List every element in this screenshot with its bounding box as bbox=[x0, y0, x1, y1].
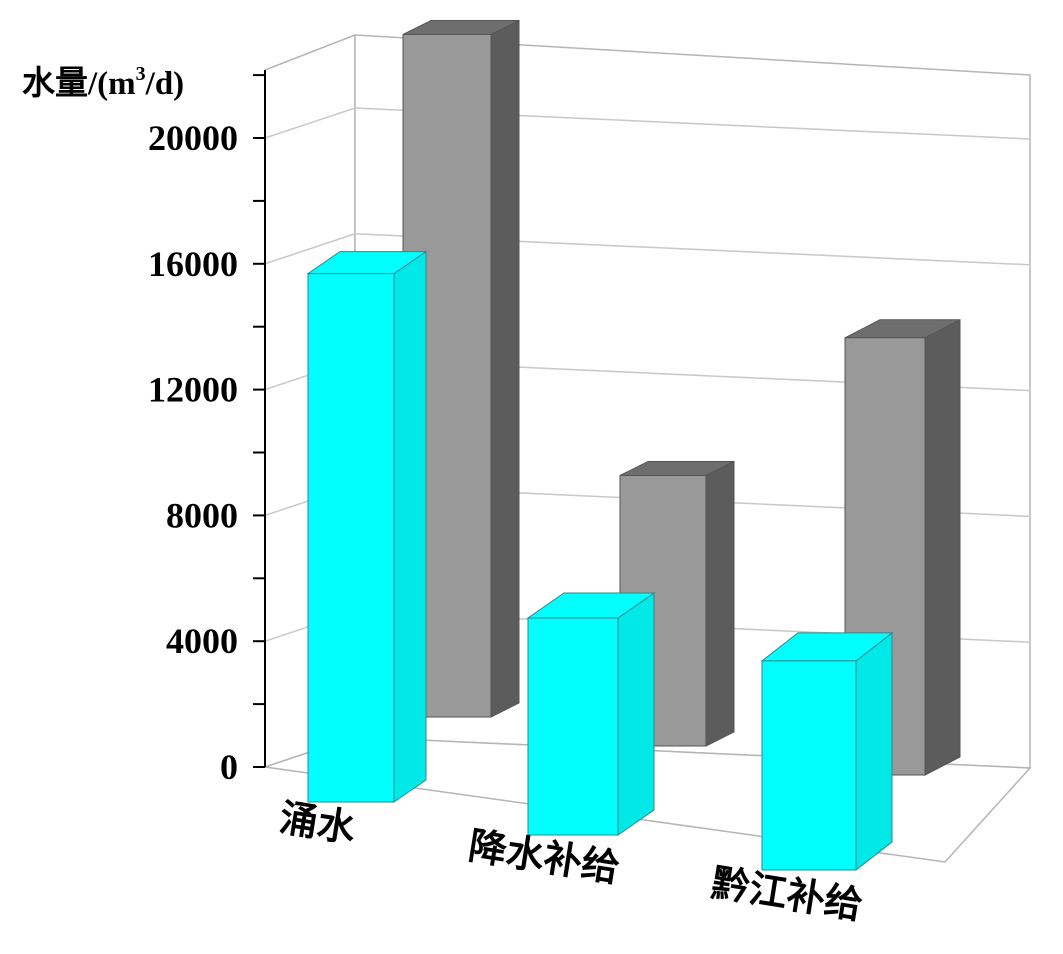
y-tick-label-2: 8000 bbox=[166, 495, 238, 535]
y-tick-label-4: 16000 bbox=[148, 244, 238, 284]
front-bar-0 bbox=[306, 250, 428, 803]
y-axis bbox=[253, 70, 266, 768]
y-axis-title-suffix: /d) bbox=[145, 66, 185, 102]
y-tick-label-5: 20000 bbox=[148, 118, 238, 158]
back-series-bars bbox=[402, 19, 961, 776]
y-axis-title-prefix: 水量/(m bbox=[22, 66, 136, 102]
category-label-2: 黔江补给 bbox=[709, 860, 866, 927]
front-bar-1 bbox=[526, 592, 656, 836]
y-tick-label-1: 4000 bbox=[166, 621, 238, 661]
y-axis-title: 水量/(m3/d) bbox=[22, 56, 184, 104]
front-bar-0-side bbox=[393, 250, 427, 803]
back-bar-2-side bbox=[924, 318, 961, 776]
front-bar-2-front bbox=[761, 660, 857, 871]
front-bar-2 bbox=[760, 631, 894, 872]
y-axis-title-superscript: 3 bbox=[135, 63, 146, 85]
grid-line-4 bbox=[264, 233, 1031, 266]
front-bar-0-front bbox=[307, 273, 395, 803]
y-tick-labels: 0 4000 8000 12000 16000 20000 bbox=[148, 118, 238, 787]
y-tick-label-3: 12000 bbox=[148, 370, 238, 410]
front-bar-1-side bbox=[617, 592, 655, 836]
category-label-0: 涌水 bbox=[277, 795, 360, 851]
front-bar-2-side bbox=[855, 631, 893, 872]
grid-line-5 bbox=[264, 107, 1031, 140]
y-tick-label-0: 0 bbox=[220, 747, 238, 787]
front-bar-1-front bbox=[527, 617, 619, 836]
back-bar-1-side bbox=[705, 460, 735, 747]
back-bar-0-side bbox=[490, 19, 520, 718]
front-series-bars bbox=[306, 250, 894, 872]
